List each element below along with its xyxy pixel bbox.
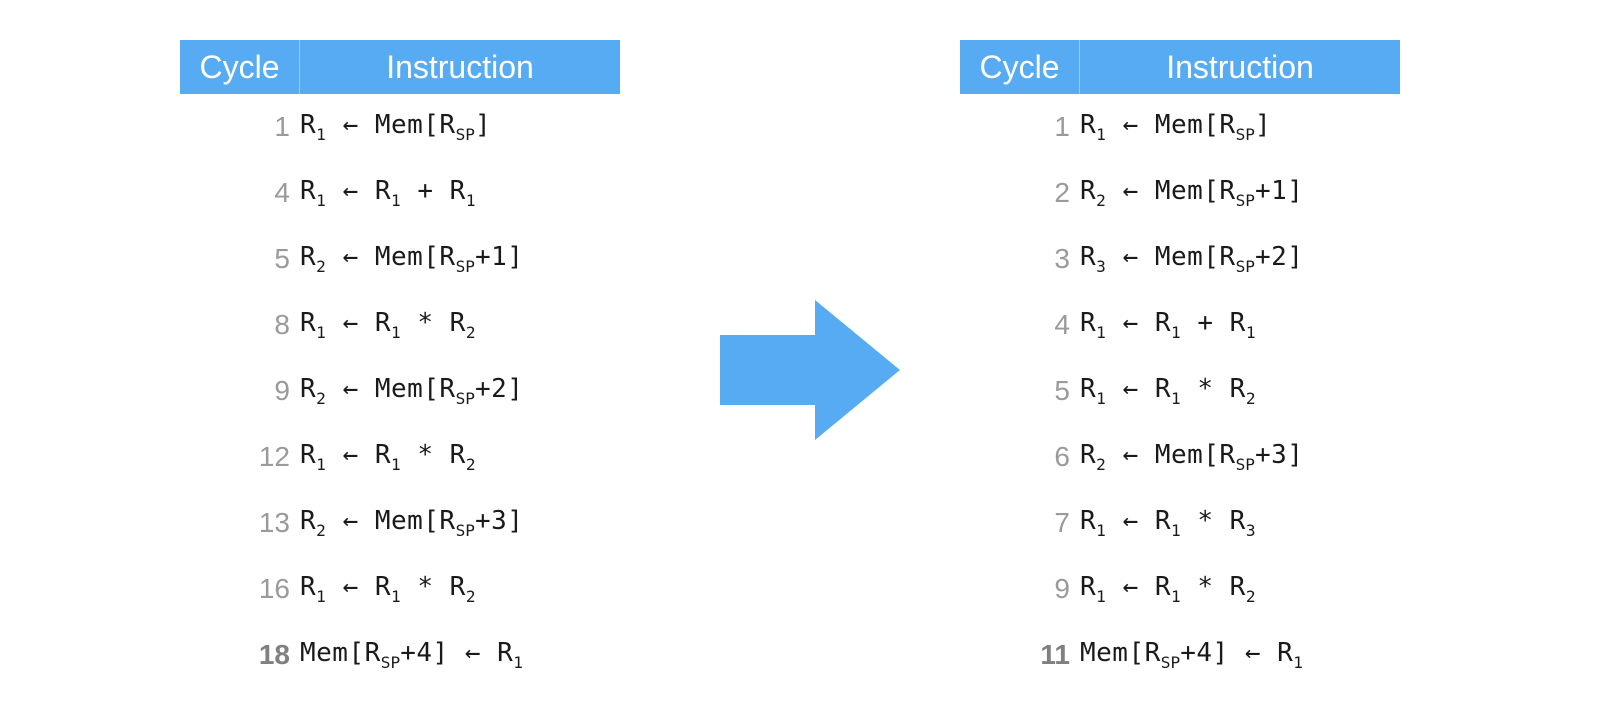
cycle-cell: 1 xyxy=(960,111,1080,143)
instruction-cell: R2 ← Mem[RSP+3] xyxy=(300,506,620,539)
table-row: 16R1 ← R1 * R2 xyxy=(180,556,620,622)
right-table: Cycle Instruction 1R1 ← Mem[RSP]2R2 ← Me… xyxy=(960,40,1400,688)
instruction-cell: R2 ← Mem[RSP+1] xyxy=(1080,176,1400,209)
cycle-cell: 8 xyxy=(180,309,300,341)
instruction-cell: R1 ← Mem[RSP] xyxy=(1080,110,1400,143)
diagram-stage: Cycle Instruction 1R1 ← Mem[RSP]4R1 ← R1… xyxy=(0,0,1620,704)
cycle-cell: 3 xyxy=(960,243,1080,275)
instruction-cell: R1 ← R1 + R1 xyxy=(1080,308,1400,341)
instruction-cell: R1 ← Mem[RSP] xyxy=(300,110,620,143)
table-row: 4R1 ← R1 + R1 xyxy=(960,292,1400,358)
cycle-cell: 12 xyxy=(180,441,300,473)
instruction-cell: Mem[RSP+4] ← R1 xyxy=(300,638,620,671)
table-row: 8R1 ← R1 * R2 xyxy=(180,292,620,358)
instruction-cell: R1 ← R1 * R2 xyxy=(1080,374,1400,407)
table-row: 9R2 ← Mem[RSP+2] xyxy=(180,358,620,424)
table-row: 5R2 ← Mem[RSP+1] xyxy=(180,226,620,292)
cycle-cell: 13 xyxy=(180,507,300,539)
transform-arrow-icon xyxy=(720,300,900,440)
instruction-cell: R2 ← Mem[RSP+2] xyxy=(300,374,620,407)
cycle-cell: 4 xyxy=(180,177,300,209)
table-row: 4R1 ← R1 + R1 xyxy=(180,160,620,226)
left-table-header: Cycle Instruction xyxy=(180,40,620,94)
table-row: 6R2 ← Mem[RSP+3] xyxy=(960,424,1400,490)
table-row: 3R3 ← Mem[RSP+2] xyxy=(960,226,1400,292)
instruction-cell: Mem[RSP+4] ← R1 xyxy=(1080,638,1400,671)
cycle-cell: 6 xyxy=(960,441,1080,473)
instruction-cell: R2 ← Mem[RSP+1] xyxy=(300,242,620,275)
cycle-cell: 7 xyxy=(960,507,1080,539)
cycle-cell: 9 xyxy=(960,573,1080,605)
right-table-header: Cycle Instruction xyxy=(960,40,1400,94)
table-row: 18Mem[RSP+4] ← R1 xyxy=(180,622,620,688)
cycle-cell: 11 xyxy=(960,639,1080,671)
table-row: 12R1 ← R1 * R2 xyxy=(180,424,620,490)
left-table-rows: 1R1 ← Mem[RSP]4R1 ← R1 + R15R2 ← Mem[RSP… xyxy=(180,94,620,688)
header-instruction: Instruction xyxy=(1080,40,1400,94)
table-row: 11Mem[RSP+4] ← R1 xyxy=(960,622,1400,688)
cycle-cell: 9 xyxy=(180,375,300,407)
table-row: 1R1 ← Mem[RSP] xyxy=(960,94,1400,160)
right-table-rows: 1R1 ← Mem[RSP]2R2 ← Mem[RSP+1]3R3 ← Mem[… xyxy=(960,94,1400,688)
table-row: 2R2 ← Mem[RSP+1] xyxy=(960,160,1400,226)
instruction-cell: R1 ← R1 * R2 xyxy=(300,308,620,341)
header-cycle: Cycle xyxy=(960,40,1080,94)
cycle-cell: 5 xyxy=(960,375,1080,407)
instruction-cell: R1 ← R1 * R2 xyxy=(300,440,620,473)
instruction-cell: R2 ← Mem[RSP+3] xyxy=(1080,440,1400,473)
cycle-cell: 2 xyxy=(960,177,1080,209)
instruction-cell: R3 ← Mem[RSP+2] xyxy=(1080,242,1400,275)
cycle-cell: 16 xyxy=(180,573,300,605)
table-row: 13R2 ← Mem[RSP+3] xyxy=(180,490,620,556)
cycle-cell: 18 xyxy=(180,639,300,671)
header-instruction: Instruction xyxy=(300,40,620,94)
instruction-cell: R1 ← R1 * R3 xyxy=(1080,506,1400,539)
instruction-cell: R1 ← R1 + R1 xyxy=(300,176,620,209)
cycle-cell: 5 xyxy=(180,243,300,275)
left-table: Cycle Instruction 1R1 ← Mem[RSP]4R1 ← R1… xyxy=(180,40,620,688)
table-row: 1R1 ← Mem[RSP] xyxy=(180,94,620,160)
table-row: 5R1 ← R1 * R2 xyxy=(960,358,1400,424)
cycle-cell: 4 xyxy=(960,309,1080,341)
cycle-cell: 1 xyxy=(180,111,300,143)
table-row: 9R1 ← R1 * R2 xyxy=(960,556,1400,622)
header-cycle: Cycle xyxy=(180,40,300,94)
instruction-cell: R1 ← R1 * R2 xyxy=(300,572,620,605)
table-row: 7R1 ← R1 * R3 xyxy=(960,490,1400,556)
instruction-cell: R1 ← R1 * R2 xyxy=(1080,572,1400,605)
